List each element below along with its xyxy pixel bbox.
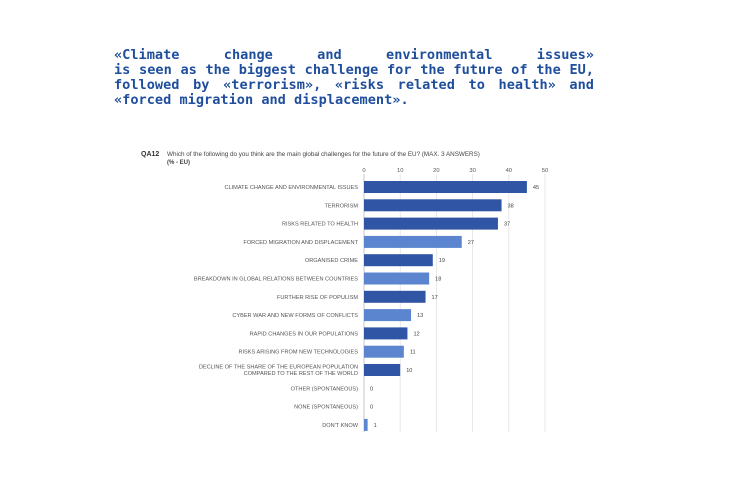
bar-10 (364, 345, 404, 358)
tick-label-0: 0 (362, 168, 365, 174)
value-label-8: 13 (417, 313, 423, 319)
headline-line-4: «forced migration and displacement». (114, 92, 409, 108)
bar-8 (364, 309, 412, 322)
value-label-10: 11 (410, 350, 416, 356)
category-label-4: FORCED MIGRATION AND DISPLACEMENT (243, 240, 358, 246)
headline-line-2: is seen as the biggest challenge for the… (114, 62, 594, 78)
bar-9 (364, 327, 408, 340)
bar-4 (364, 235, 462, 248)
category-label-10: RISKS ARISING FROM NEW TECHNOLOGIES (238, 350, 358, 356)
value-label-6: 18 (435, 277, 441, 283)
category-label-8: CYBER WAR AND NEW FORMS OF CONFLICTS (232, 313, 358, 319)
category-label-1: CLIMATE CHANGE AND ENVIRONMENTAL ISSUES (224, 185, 358, 191)
value-label-5: 19 (439, 258, 445, 264)
bar-3 (364, 217, 498, 230)
value-label-7: 17 (432, 295, 438, 301)
unit-label: (% - EU) (167, 160, 190, 166)
question-text: Which of the following do you think are … (167, 151, 480, 158)
question-code: QA12 (141, 151, 160, 158)
headline-line-1: «Climate change and environmental issues… (114, 47, 594, 63)
value-label-1: 45 (533, 185, 539, 191)
bar-1 (364, 181, 527, 193)
category-label-11: DECLINE OF THE SHARE OF THE EUROPEAN POP… (199, 365, 358, 378)
value-label-13: 0 (370, 405, 373, 411)
value-label-14: 1 (374, 423, 377, 429)
value-label-9: 12 (413, 331, 419, 337)
tick-label-40: 40 (506, 168, 512, 174)
bar-5 (364, 254, 433, 267)
category-label-12: OTHER (SPONTANEOUS) (291, 386, 358, 392)
bar-6 (364, 272, 430, 285)
category-label-3: RISKS RELATED TO HEALTH (282, 222, 358, 228)
tick-label-50: 50 (542, 168, 548, 174)
value-label-4: 27 (468, 240, 474, 246)
category-label-9: RAPID CHANGES IN OUR POPULATIONS (250, 331, 359, 337)
value-label-12: 0 (370, 386, 373, 392)
headline-line-3: followed by «terrorism», «risks related … (114, 77, 594, 93)
category-label-5: ORGANISED CRIME (305, 258, 358, 264)
bar-2 (364, 199, 502, 212)
category-label-13: NONE (SPONTANEOUS) (294, 405, 358, 411)
category-label-2: TERRORISM (324, 203, 358, 209)
tick-label-10: 10 (397, 168, 403, 174)
category-label-7: FURTHER RISE OF POPULISM (277, 295, 358, 301)
bar-11 (364, 364, 401, 376)
headline: «Climate change and environmental issues… (114, 48, 594, 108)
tick-label-20: 20 (433, 168, 439, 174)
bar-14 (364, 418, 368, 431)
tick-label-30: 30 (469, 168, 475, 174)
value-label-3: 37 (504, 222, 510, 228)
category-label-14: DON'T KNOW (322, 423, 358, 429)
value-label-2: 38 (508, 203, 514, 209)
bar-7 (364, 290, 426, 303)
value-label-11: 10 (406, 368, 412, 374)
category-label-6: BREAKDOWN IN GLOBAL RELATIONS BETWEEN CO… (194, 277, 358, 283)
